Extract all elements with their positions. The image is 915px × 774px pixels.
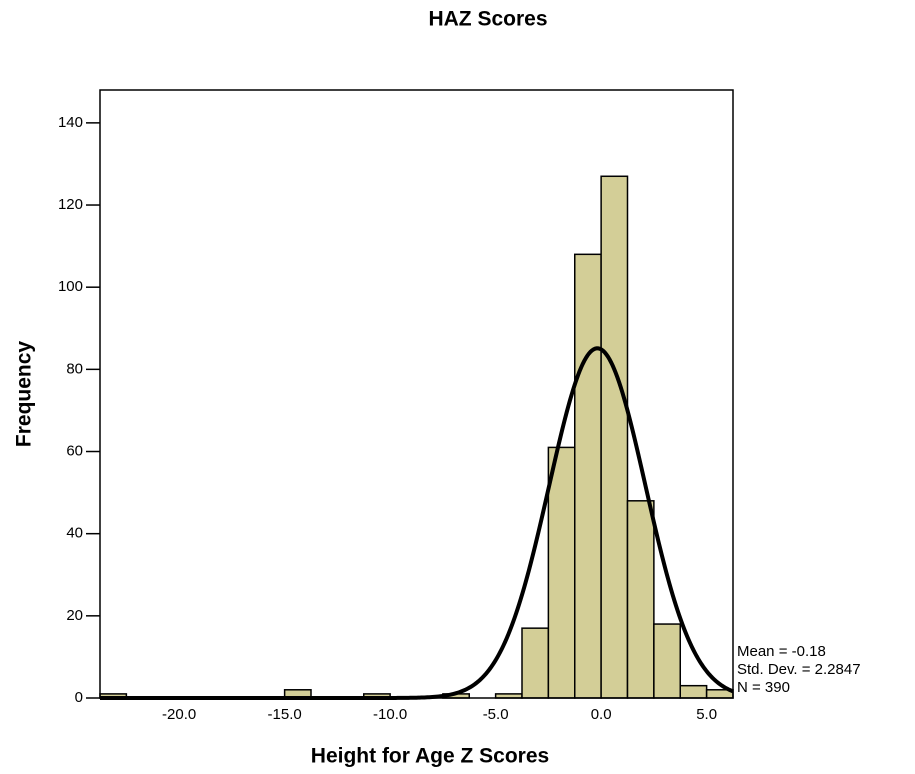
x-axis-label: Height for Age Z Scores	[311, 745, 549, 768]
x-tick-label: -10.0	[373, 706, 407, 723]
x-tick-label: -5.0	[483, 706, 509, 723]
stats-label: N = 390	[737, 679, 790, 696]
bar	[600, 175, 629, 699]
x-tick-label: -20.0	[162, 706, 196, 723]
chart-title: HAZ Scores	[428, 8, 547, 31]
x-tick-label: -15.0	[268, 706, 302, 723]
bar	[521, 627, 550, 699]
y-tick-label: 40	[66, 525, 83, 542]
y-tick-label: 20	[66, 607, 83, 624]
plot-frame	[99, 89, 734, 699]
bar	[679, 684, 708, 699]
bar	[626, 500, 655, 699]
stats-label: Mean = -0.18	[737, 643, 826, 660]
bar	[574, 253, 602, 699]
y-tick-label: 0	[75, 689, 83, 706]
x-tick-label: 0.0	[591, 706, 612, 723]
y-tick-label: 80	[66, 360, 83, 377]
bar	[653, 623, 681, 699]
x-tick-label: 5.0	[696, 706, 717, 723]
bar	[547, 446, 576, 699]
stats-label: Std. Dev. = 2.2847	[737, 661, 861, 678]
y-tick-label: 140	[58, 114, 83, 131]
y-tick-label: 100	[58, 278, 83, 295]
y-tick-label: 120	[58, 196, 83, 213]
y-tick-label: 60	[66, 442, 83, 459]
y-axis-label: Frequency	[13, 341, 36, 448]
